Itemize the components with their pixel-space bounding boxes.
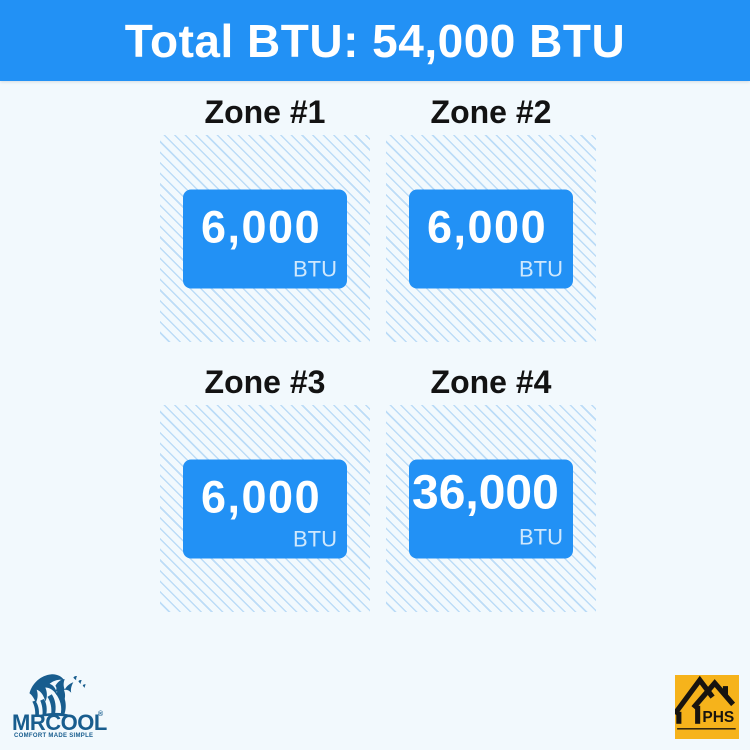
svg-text:COMFORT MADE SIMPLE: COMFORT MADE SIMPLE (14, 733, 93, 739)
svg-text:PHS: PHS (702, 709, 734, 726)
svg-text:MRCOOL: MRCOOL (12, 710, 107, 735)
svg-text:®: ® (98, 710, 104, 718)
